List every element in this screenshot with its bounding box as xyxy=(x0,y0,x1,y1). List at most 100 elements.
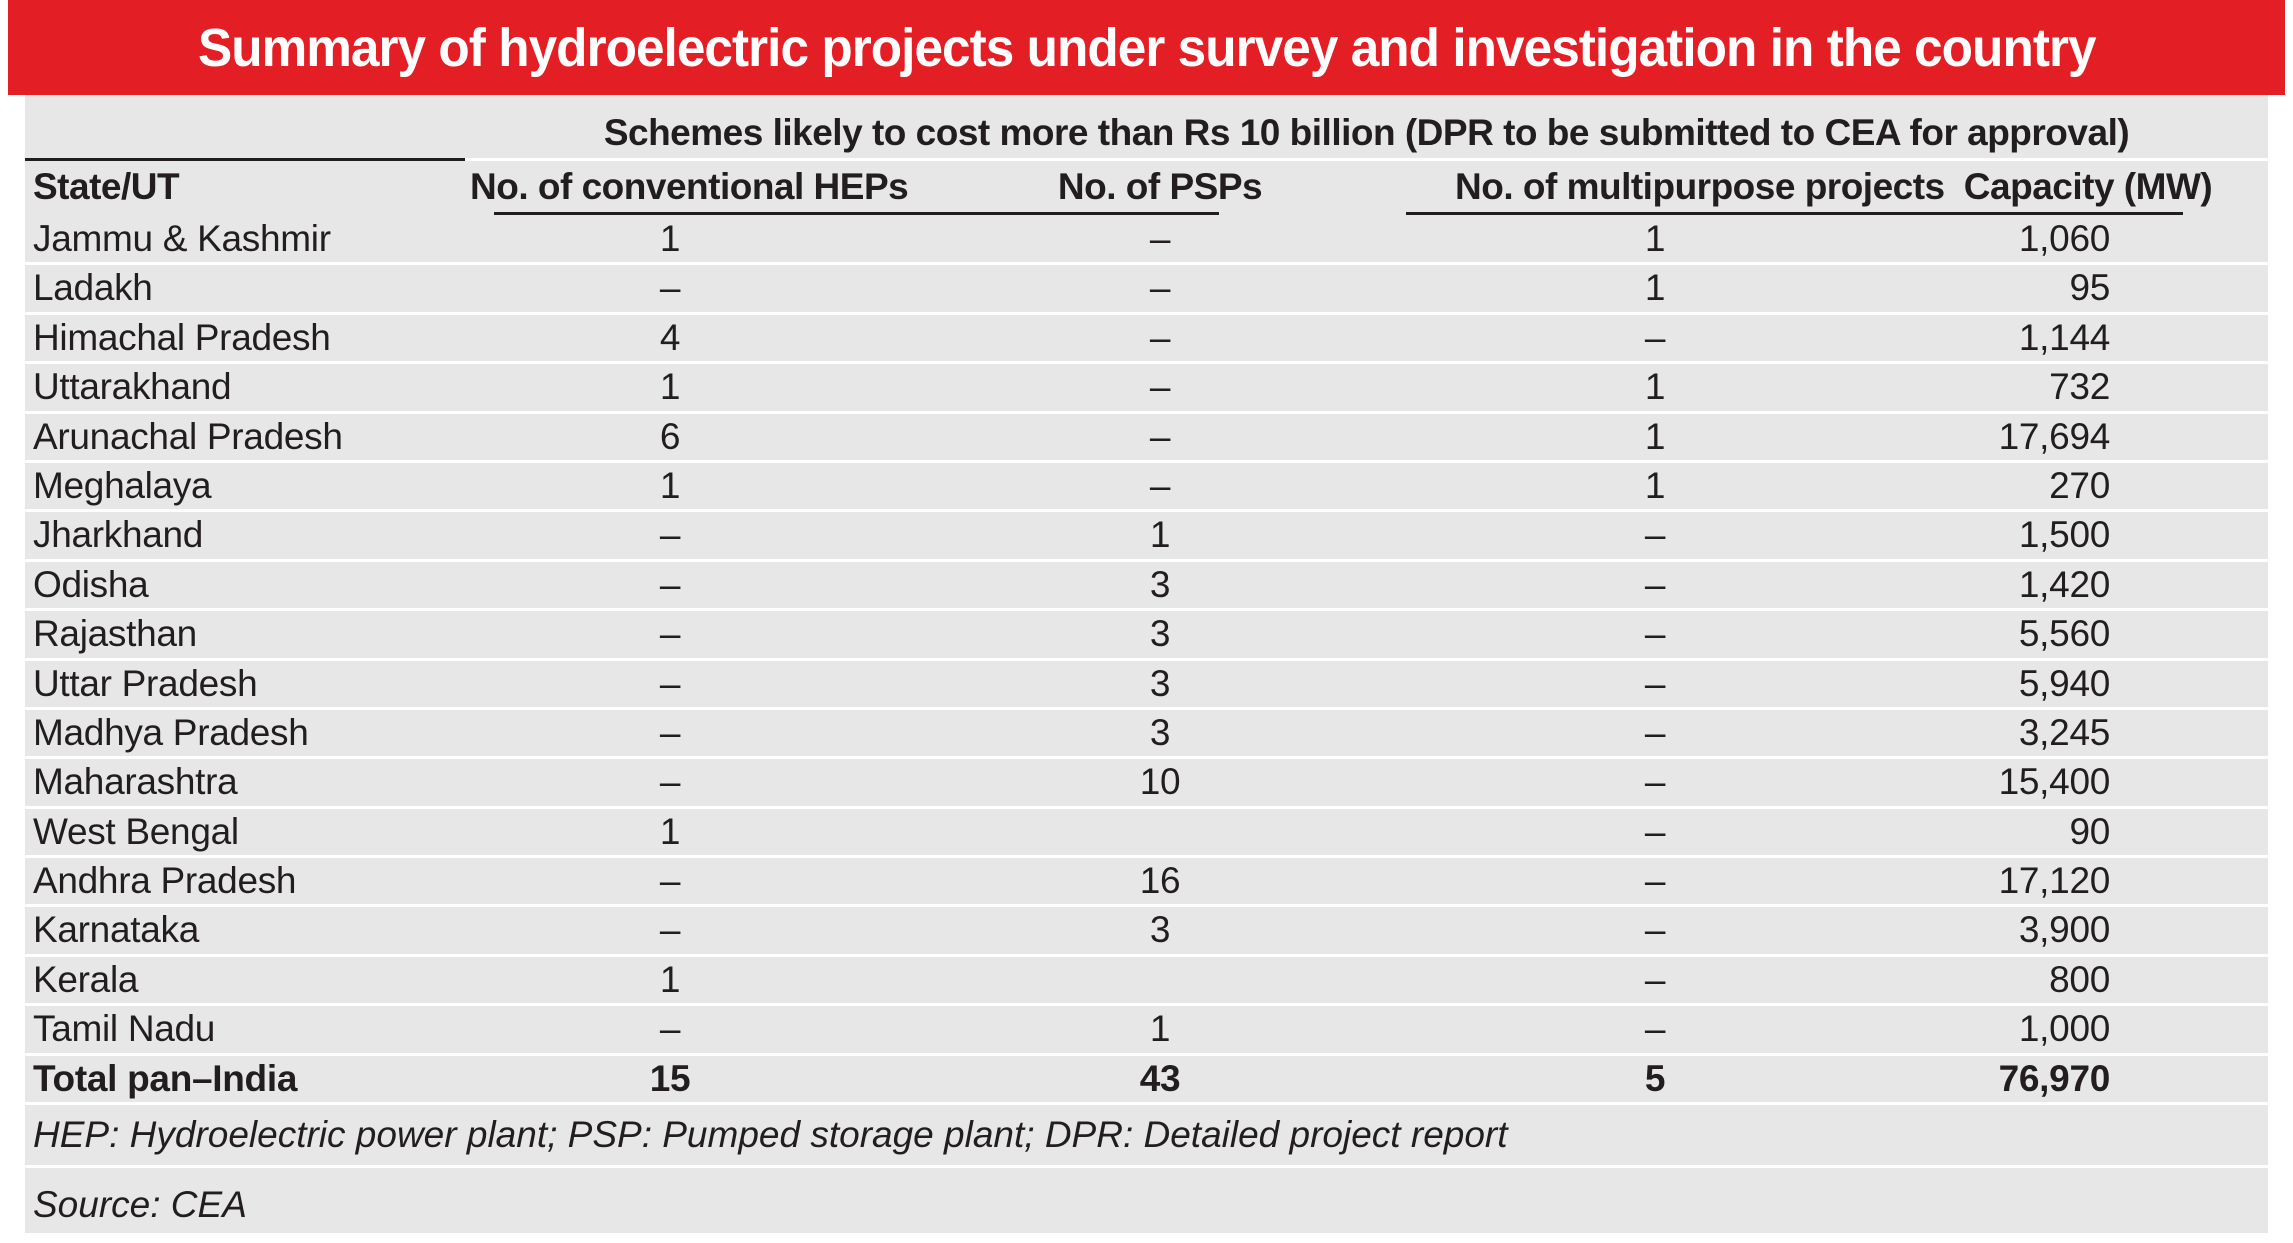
table-row: Odisha – 3 – 1,420 xyxy=(25,562,2268,612)
cell-psp: – xyxy=(1149,316,1171,358)
table-body: Jammu & Kashmir 1 – 1 1,060 Ladakh – – 1… xyxy=(25,216,2268,1106)
cell-state: Jammu & Kashmir xyxy=(33,218,331,259)
column-header-state: State/UT xyxy=(33,166,180,207)
cell-state: Rajasthan xyxy=(33,613,197,655)
source-note: Source: CEA xyxy=(33,1184,247,1225)
cell-state: Andhra Pradesh xyxy=(33,860,297,902)
cell-conventional: – xyxy=(659,662,681,704)
cell-conventional: 1 xyxy=(659,366,681,408)
cell-multipurpose: – xyxy=(1644,958,1666,1000)
cell-state: Arunachal Pradesh xyxy=(33,415,343,457)
stateut-top-rule xyxy=(25,158,465,161)
cell-psp: – xyxy=(1149,366,1171,408)
table-row: Uttarakhand 1 – 1 732 xyxy=(25,364,2268,414)
table-row: Andhra Pradesh – 16 – 17,120 xyxy=(25,858,2268,908)
cell-multipurpose: – xyxy=(1644,316,1666,358)
cell-capacity: 1,060 xyxy=(2018,218,2110,259)
cell-psp: 1 xyxy=(1149,1008,1171,1050)
cell-conventional: – xyxy=(659,761,681,803)
cell-state: Total pan–India xyxy=(33,1057,298,1099)
cell-psp xyxy=(960,957,1360,1003)
cell-capacity: 1,000 xyxy=(2018,1008,2110,1050)
cell-conventional: – xyxy=(659,563,681,605)
cell-multipurpose: – xyxy=(1644,1008,1666,1050)
cell-psp: 3 xyxy=(1149,662,1171,704)
table-row: West Bengal 1 – 90 xyxy=(25,809,2268,859)
cell-capacity: 90 xyxy=(2069,810,2110,852)
cell-capacity: 3,245 xyxy=(2018,711,2110,753)
table-row: Uttar Pradesh – 3 – 5,940 xyxy=(25,661,2268,710)
cell-psp: 3 xyxy=(1149,613,1171,655)
cell-conventional: – xyxy=(659,267,681,309)
subtitle-divider-rule xyxy=(25,158,2268,161)
table-row: Jharkhand – 1 – 1,500 xyxy=(25,512,2268,562)
table-row: Jammu & Kashmir 1 – 1 1,060 xyxy=(25,216,2268,266)
cell-conventional: – xyxy=(659,1008,681,1050)
cell-state: Uttarakhand xyxy=(33,366,232,408)
cell-conventional: – xyxy=(659,514,681,556)
cell-psp: 10 xyxy=(1139,761,1181,803)
cell-capacity: 1,500 xyxy=(2018,514,2110,556)
table-row: Arunachal Pradesh 6 – 1 17,694 xyxy=(25,414,2268,463)
cell-conventional: 1 xyxy=(659,810,681,852)
cell-multipurpose: – xyxy=(1644,860,1666,902)
cell-state: Ladakh xyxy=(33,267,153,309)
cell-capacity: 95 xyxy=(2069,267,2110,309)
table-panel: Schemes likely to cost more than Rs 10 b… xyxy=(25,95,2268,1233)
cell-conventional: – xyxy=(659,909,681,951)
cell-state: Odisha xyxy=(33,563,149,605)
cell-conventional: – xyxy=(659,613,681,655)
cell-capacity: 15,400 xyxy=(1998,761,2111,803)
cell-conventional: 6 xyxy=(659,415,681,457)
cell-multipurpose: – xyxy=(1644,613,1666,655)
cell-psp: – xyxy=(1149,464,1171,506)
cell-state: Maharashtra xyxy=(33,761,238,803)
cell-capacity: 17,120 xyxy=(1998,860,2111,902)
header-underline-right-group xyxy=(1406,212,2183,215)
cell-capacity: 76,970 xyxy=(1998,1057,2111,1099)
cell-multipurpose: 1 xyxy=(1644,366,1666,408)
cell-conventional: 4 xyxy=(659,316,681,358)
cell-state: Tamil Nadu xyxy=(33,1008,216,1050)
cell-capacity: 5,940 xyxy=(2018,662,2110,704)
cell-capacity: 732 xyxy=(2049,366,2110,408)
cell-multipurpose: – xyxy=(1644,909,1666,951)
group-header: Schemes likely to cost more than Rs 10 b… xyxy=(603,112,2130,153)
cell-state: Madhya Pradesh xyxy=(33,711,309,753)
table-row: Meghalaya 1 – 1 270 xyxy=(25,463,2268,513)
cell-capacity: 3,900 xyxy=(2018,909,2110,951)
cell-multipurpose: 1 xyxy=(1644,218,1666,259)
title-bar: Summary of hydroelectric projects under … xyxy=(8,0,2285,95)
cell-psp: – xyxy=(1149,267,1171,309)
cell-multipurpose: – xyxy=(1644,662,1666,704)
cell-psp: – xyxy=(1149,415,1171,457)
column-header-capacity: Capacity (MW) xyxy=(1963,166,2213,207)
cell-capacity: 5,560 xyxy=(2018,613,2110,655)
table-row: Himachal Pradesh 4 – – 1,144 xyxy=(25,315,2268,365)
cell-conventional: – xyxy=(659,711,681,753)
cell-psp: – xyxy=(1149,218,1171,259)
header-underline-left-group xyxy=(494,212,1219,215)
cell-psp: 3 xyxy=(1149,563,1171,605)
cell-conventional: 1 xyxy=(659,218,681,259)
cell-psp: 3 xyxy=(1149,711,1171,753)
cell-state: Meghalaya xyxy=(33,464,212,506)
cell-state: Karnataka xyxy=(33,909,199,951)
cell-psp: 43 xyxy=(1139,1057,1181,1099)
cell-state: Jharkhand xyxy=(33,514,204,556)
cell-psp: 3 xyxy=(1149,909,1171,951)
cell-capacity: 1,420 xyxy=(2018,563,2110,605)
cell-conventional: – xyxy=(659,860,681,902)
cell-conventional: 1 xyxy=(659,464,681,506)
cell-psp xyxy=(960,809,1360,855)
cell-multipurpose: 1 xyxy=(1644,267,1666,309)
column-header-psps: No. of PSPs xyxy=(1057,166,1263,207)
cell-multipurpose: – xyxy=(1644,514,1666,556)
cell-multipurpose: 1 xyxy=(1644,415,1666,457)
table-row: Karnataka – 3 – 3,900 xyxy=(25,907,2268,957)
footnote: HEP: Hydroelectric power plant; PSP: Pum… xyxy=(33,1114,1508,1155)
column-header-multipurpose: No. of multipurpose projects xyxy=(1455,166,1945,207)
table-row: Rajasthan – 3 – 5,560 xyxy=(25,611,2268,661)
cell-psp: 1 xyxy=(1149,514,1171,556)
